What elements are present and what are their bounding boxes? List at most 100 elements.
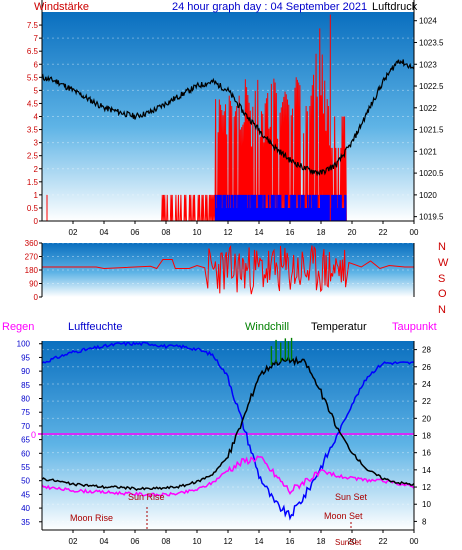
humidity-tick-label: 70	[21, 422, 30, 431]
wind-tick-label: 1.5	[27, 178, 39, 187]
humidity-tick-label: 35	[21, 518, 30, 527]
humidity-tick-label: 100	[17, 340, 31, 349]
time-tick-label-bottom: 02	[69, 537, 78, 546]
temperature-line	[41, 355, 415, 491]
wind-speed-bars	[42, 28, 414, 222]
humidity-line	[41, 341, 415, 521]
humidity-tick-label: 75	[21, 408, 30, 417]
time-tick-label-top: 00	[410, 228, 419, 237]
wind-tick-label: 5	[34, 86, 39, 95]
temp-humidity-plot-area	[42, 341, 414, 530]
direction-tick-label: 0	[34, 293, 39, 302]
temperature-tick-label: 18	[422, 432, 431, 441]
sun-set-annotation: Sun Set	[335, 492, 368, 502]
compass-label: O	[438, 288, 447, 300]
temperature-tick-label: 12	[422, 483, 431, 492]
windchill-label: Windchill	[245, 321, 289, 333]
time-tick-label-top: 18	[317, 228, 326, 237]
dewpoint-label: Taupunkt	[392, 321, 437, 333]
rain-value: 0	[31, 430, 36, 440]
direction-tick-label: 270	[25, 253, 39, 262]
humidity-tick-label: 90	[21, 367, 30, 376]
wind-axis-label: Windstärke	[34, 1, 89, 13]
time-tick-label-top: 16	[286, 228, 295, 237]
time-tick-label-top: 04	[100, 228, 109, 237]
temperature-tick-label: 20	[422, 414, 431, 423]
humidity-tick-label: 40	[21, 504, 30, 513]
pressure-tick-label: 1020	[419, 191, 437, 200]
humidity-tick-label: 55	[21, 463, 30, 472]
humidity-tick-label: 45	[21, 490, 30, 499]
temperature-tick-label: 26	[422, 363, 431, 372]
time-tick-label-top: 14	[255, 228, 264, 237]
wind-tick-label: 3.5	[27, 126, 39, 135]
compass-label: N	[438, 304, 446, 316]
wind-series	[42, 14, 414, 222]
time-tick-label-bottom: 12	[224, 537, 233, 546]
time-tick-label-top: 06	[131, 228, 140, 237]
time-tick-label-bottom: 00	[410, 537, 419, 546]
pressure-tick-label: 1022	[419, 104, 437, 113]
wind-tick-label: 5.5	[27, 73, 39, 82]
time-tick-label-bottom: 10	[193, 537, 202, 546]
time-tick-label-top: 12	[224, 228, 233, 237]
pressure-axis-ticks: 1019.5 1020 1020.5 1021 1021.5 1022 1022.5 1023…	[414, 17, 444, 222]
time-tick-label-top: 20	[348, 228, 357, 237]
temperature-tick-label: 14	[422, 466, 431, 475]
sunset-tick-annotation: SunSet	[335, 538, 362, 547]
time-tick-label-bottom: 04	[100, 537, 109, 546]
wind-tick-label: 6	[34, 60, 39, 69]
time-tick-label-top: 08	[162, 228, 171, 237]
dewpoint-line	[41, 455, 415, 498]
temperature-tick-label: 8	[422, 517, 427, 526]
chart-title: 24 hour graph day : 04 September 2021	[172, 1, 367, 13]
humidity-label: Luftfeuchte	[68, 321, 122, 333]
pressure-tick-label: 1021.5	[419, 126, 444, 135]
wind-gust-bars	[214, 194, 347, 221]
sun-rise-annotation: Sun Rise	[128, 492, 165, 502]
temperature-tick-label: 10	[422, 500, 431, 509]
time-tick-label-bottom: 20	[348, 537, 357, 546]
compass-label: S	[438, 273, 445, 285]
time-tick-label-bottom: 16	[286, 537, 295, 546]
humidity-tick-label: 50	[21, 477, 30, 486]
direction-axis-ticks: 0 90 180 270 360	[25, 239, 42, 302]
time-axis-ticks-bottom: 02 04 06 08 10 12 14 16 18 20 22 00	[69, 530, 419, 546]
time-tick-label-bottom: 14	[255, 537, 264, 546]
wind-tick-label: 7.5	[27, 21, 39, 30]
humidity-tick-label: 80	[21, 395, 30, 404]
pressure-tick-label: 1020.5	[419, 169, 444, 178]
moon-rise-annotation: Moon Rise	[70, 513, 113, 523]
moon-set-annotation: Moon Set	[324, 511, 363, 521]
wind-tick-label: 0.5	[27, 204, 39, 213]
direction-tick-label: 180	[25, 266, 39, 275]
pressure-series	[41, 59, 415, 177]
pressure-axis-label: Luftdruck	[372, 1, 418, 13]
time-tick-label-bottom: 08	[162, 537, 171, 546]
wind-tick-label: 2.5	[27, 152, 39, 161]
windchill-spikes	[270, 337, 293, 366]
pressure-tick-label: 1021	[419, 147, 437, 156]
time-tick-label-top: 22	[379, 228, 388, 237]
time-tick-label-bottom: 06	[131, 537, 140, 546]
temperature-tick-label: 28	[422, 346, 431, 355]
direction-tick-label: 360	[25, 239, 39, 248]
pressure-line	[41, 59, 415, 177]
pressure-tick-label: 1024	[419, 17, 437, 26]
wind-axis-ticks: 0 0.5 1 1.5 2 2.5 3 3.5 4 4.5 5 5.5 6 6.5 7 7.5	[27, 21, 42, 226]
temperature-tick-label: 16	[422, 449, 431, 458]
wind-tick-label: 1	[34, 191, 39, 200]
direction-tick-label: 90	[29, 280, 38, 289]
humidity-tick-label: 85	[21, 381, 30, 390]
wind-tick-label: 6.5	[27, 47, 39, 56]
humidity-tick-label: 95	[21, 353, 30, 362]
time-axis-ticks-top: 02 04 06 08 10 12 14 16 18 20 22 00	[69, 221, 419, 237]
humidity-tick-label: 65	[21, 436, 30, 445]
compass-label: W	[438, 257, 449, 269]
wind-tick-label: 7	[34, 34, 39, 43]
temperature-axis-ticks: 8 10 12 14 16 18 20 22 24 26 28	[414, 346, 431, 526]
humidity-tick-label: 60	[21, 449, 30, 458]
wind-pressure-plot-area	[42, 12, 414, 221]
